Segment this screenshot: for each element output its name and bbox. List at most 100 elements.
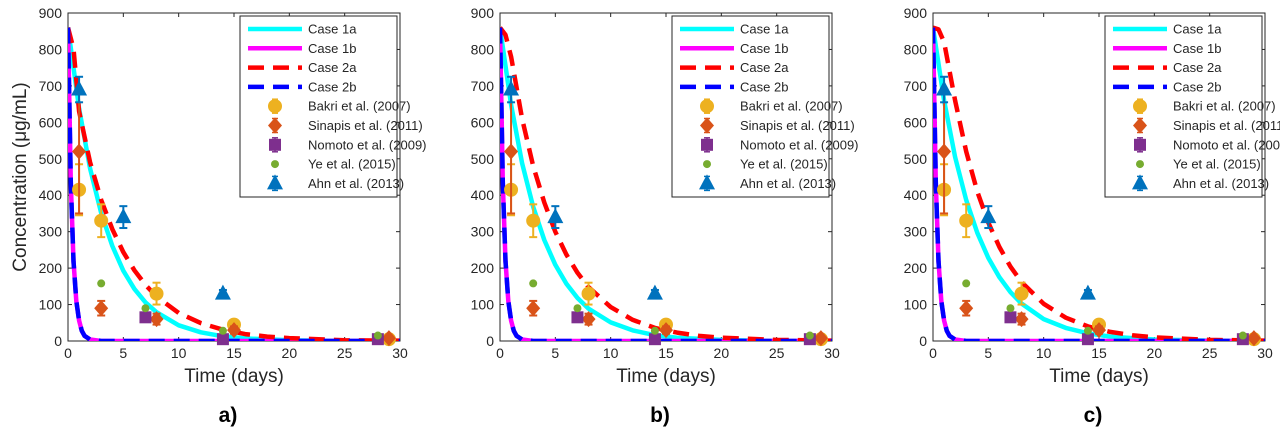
x-tick-label: 30 <box>1257 345 1273 361</box>
series-line-case-2b <box>933 27 1265 341</box>
x-tick-label: 0 <box>496 345 504 361</box>
data-point-sinapis-et-al-2011 <box>1092 322 1106 339</box>
legend-label-case-2a: Case 2a <box>740 60 789 75</box>
y-tick-label: 400 <box>471 187 495 203</box>
data-point-ahn-et-al-2013 <box>1079 284 1096 300</box>
legend: Case 1a Case 1b Case 2a Case 2b Bakri et al.… <box>671 15 859 198</box>
y-tick-label: 800 <box>471 41 495 57</box>
legend-label-sinapis-et-al-2011: Sinapis et al. (2011) <box>1173 118 1280 133</box>
data-point-ye-et-al-2015 <box>805 331 814 340</box>
y-tick-label: 0 <box>54 333 62 349</box>
y-tick-label: 700 <box>471 78 495 94</box>
legend-swatch-ahn-et-al-2013 <box>699 174 715 190</box>
data-point-ahn-et-al-2013 <box>214 284 231 300</box>
data-point-bakri-et-al-2007 <box>1014 286 1029 301</box>
y-tick-label: 200 <box>471 260 495 276</box>
data-point-ye-et-al-2015 <box>650 326 659 335</box>
data-point-sinapis-et-al-2011 <box>94 300 109 317</box>
data-point-ye-et-al-2015 <box>1083 326 1092 335</box>
x-tick-label: 15 <box>226 345 242 361</box>
data-points <box>503 75 828 347</box>
legend-swatch-sinapis-et-al-2011 <box>700 117 714 134</box>
chart-panel-2: 0 5 10 15 20 25 300100200300400500600700800900… <box>471 5 859 427</box>
data-point-sinapis-et-al-2011 <box>813 330 828 347</box>
legend-label-case-2a: Case 2a <box>308 60 357 75</box>
x-tick-label: 25 <box>769 345 785 361</box>
legend-label-nomoto-et-al-2009: Nomoto et al. (2009) <box>308 137 427 152</box>
legend-swatch-sinapis-et-al-2011 <box>1133 117 1147 134</box>
y-tick-label: 600 <box>904 114 928 130</box>
y-tick-label: 400 <box>904 187 928 203</box>
data-point-ye-et-al-2015 <box>962 279 971 288</box>
data-point-ye-et-al-2015 <box>218 326 227 335</box>
legend-label-case-2b: Case 2b <box>1173 79 1221 94</box>
data-point-nomoto-et-al-2009 <box>216 333 229 346</box>
legend-label-ahn-et-al-2013: Ahn et al. (2013) <box>740 176 836 191</box>
legend-label-ahn-et-al-2013: Ahn et al. (2013) <box>308 176 404 191</box>
x-tick-label: 10 <box>1036 345 1052 361</box>
data-point-ye-et-al-2015 <box>1238 331 1247 340</box>
data-point-bakri-et-al-2007 <box>581 286 596 301</box>
x-tick-label: 20 <box>714 345 730 361</box>
x-tick-label: 30 <box>824 345 840 361</box>
y-tick-label: 700 <box>39 78 63 94</box>
y-tick-label: 400 <box>39 187 63 203</box>
y-tick-label: 200 <box>904 260 928 276</box>
data-point-sinapis-et-al-2011 <box>659 322 673 339</box>
legend-swatch-ye-et-al-2015 <box>271 160 279 169</box>
data-point-sinapis-et-al-2011 <box>581 311 596 328</box>
legend-swatch-nomoto-et-al-2009 <box>269 138 281 151</box>
data-point-ye-et-al-2015 <box>573 304 582 313</box>
y-tick-label: 500 <box>904 151 928 167</box>
chart-panel-1: 0 5 10 15 20 25 300100200300400500600700800900… <box>10 5 427 427</box>
y-tick-label: 800 <box>904 41 928 57</box>
legend-label-case-2a: Case 2a <box>1173 60 1222 75</box>
data-point-sinapis-et-al-2011 <box>1014 311 1029 328</box>
data-point-ahn-et-al-2013 <box>71 80 88 96</box>
x-tick-label: 5 <box>551 345 559 361</box>
legend-label-nomoto-et-al-2009: Nomoto et al. (2009) <box>740 137 859 152</box>
data-point-sinapis-et-al-2011 <box>381 330 396 347</box>
data-point-ahn-et-al-2013 <box>115 208 132 224</box>
x-tick-label: 20 <box>1147 345 1163 361</box>
x-tick-label: 0 <box>64 345 72 361</box>
y-tick-label: 100 <box>39 297 63 313</box>
series-line-case-2b <box>500 27 832 341</box>
data-point-nomoto-et-al-2009 <box>139 311 152 324</box>
y-tick-label: 600 <box>39 114 63 130</box>
legend-label-ye-et-al-2015: Ye et al. (2015) <box>308 157 396 172</box>
legend-label-bakri-et-al-2007: Bakri et al. (2007) <box>1173 99 1276 114</box>
x-tick-label: 30 <box>392 345 408 361</box>
data-point-ahn-et-al-2013 <box>646 284 663 300</box>
y-tick-label: 0 <box>486 333 494 349</box>
x-tick-label: 10 <box>171 345 187 361</box>
y-axis-label: Concentration (μg/mL) <box>10 82 31 271</box>
legend-label-ahn-et-al-2013: Ahn et al. (2013) <box>1173 176 1269 191</box>
series-line-case-2a <box>500 26 832 341</box>
data-point-nomoto-et-al-2009 <box>1081 333 1094 346</box>
y-tick-label: 900 <box>904 5 928 21</box>
y-tick-label: 700 <box>904 78 928 94</box>
x-tick-label: 15 <box>1091 345 1107 361</box>
x-tick-label: 5 <box>984 345 992 361</box>
legend-label-case-1b: Case 1b <box>1173 41 1221 56</box>
data-point-ye-et-al-2015 <box>141 304 150 313</box>
legend-label-bakri-et-al-2007: Bakri et al. (2007) <box>308 99 411 114</box>
y-tick-label: 300 <box>904 224 928 240</box>
series-line-case-2b <box>68 27 400 341</box>
legend-swatch-nomoto-et-al-2009 <box>701 138 713 151</box>
y-tick-label: 100 <box>904 297 928 313</box>
data-point-ye-et-al-2015 <box>1006 304 1015 313</box>
panel-label: a) <box>219 404 238 427</box>
x-axis-label: Time (days) <box>184 366 284 387</box>
legend-swatch-bakri-et-al-2007 <box>268 99 282 114</box>
data-point-bakri-et-al-2007 <box>526 213 541 228</box>
panel-label: b) <box>650 404 670 427</box>
data-point-sinapis-et-al-2011 <box>149 311 164 328</box>
y-tick-label: 300 <box>39 224 63 240</box>
data-point-ye-et-al-2015 <box>373 331 382 340</box>
data-point-ye-et-al-2015 <box>529 279 538 288</box>
chart-panel-3: 0 5 10 15 20 25 300100200300400500600700800900… <box>904 5 1280 427</box>
legend-label-case-2b: Case 2b <box>740 79 788 94</box>
